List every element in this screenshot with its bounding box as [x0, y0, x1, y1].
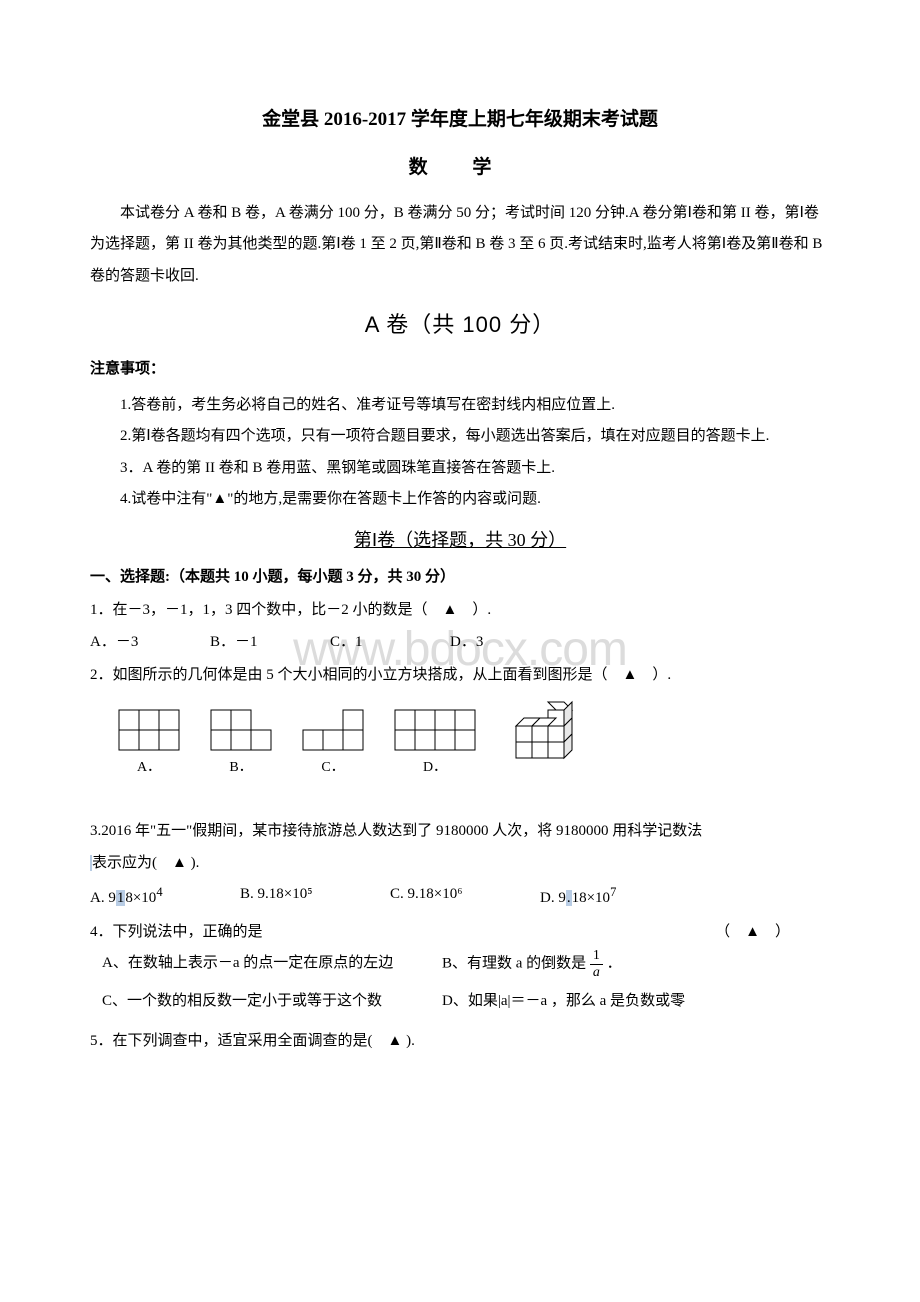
q2-fig-a: A． [118, 709, 180, 782]
question-5: 5．在下列调查中，适宜采用全面调查的是( ▲ ). [90, 1026, 830, 1058]
q4-opt-b: B、有理数 a 的倒数是 1a ． [442, 948, 622, 980]
grid-icon-a [118, 709, 180, 751]
q4b-pre: B、有理数 a 的倒数是 [442, 956, 590, 972]
q2-label-c: C． [321, 753, 344, 782]
note-2: 2.第Ⅰ卷各题均有四个选项，只有一项符合题目要求，每小题选出答案后，填在对应题目… [90, 421, 830, 453]
exam-title: 金堂县 2016-2017 学年度上期七年级期末考试题 [90, 100, 830, 140]
q1-opt-d: D．3 [450, 627, 570, 659]
notes-heading: 注意事项： [90, 354, 830, 386]
q4-text: 4．下列说法中，正确的是 [90, 924, 263, 940]
q3-opt-a: A. 918×104 [90, 879, 240, 915]
q4-opt-c: C、一个数的相反数一定小于或等于这个数 [102, 986, 442, 1018]
note-1: 1.答卷前，考生务必将自己的姓名、准考证号等填写在密封线内相应位置上. [90, 390, 830, 422]
q2-fig-c: C． [302, 709, 364, 782]
grid-icon-d [394, 709, 476, 751]
q2-fig-b: B． [210, 709, 272, 782]
section-a-heading: A 卷（共 100 分） [90, 302, 830, 348]
subject-title: 数 学 [90, 148, 830, 188]
q3-options: A. 918×104 B. 9.18×10⁵ C. 9.18×10⁶ D. 9.… [90, 879, 830, 915]
q2-label-d: D． [423, 753, 447, 782]
question-1: 1．在－3，－1，1，3 四个数中，比－2 小的数是（ ▲ ）. [90, 595, 830, 627]
q1-options: A．－3 B．－1 C．1 D．3 [90, 627, 830, 659]
q4-opt-d: D、如果|a|＝－a ，那么 a 是负数或零 [442, 986, 685, 1018]
grid-icon-b [210, 709, 272, 751]
q2-figures: A． B． C． [118, 700, 830, 783]
q3-opt-c: C. 9.18×10⁶ [390, 879, 540, 915]
q3-line2-text: 表示应为( ▲ ). [92, 855, 199, 871]
document-content: 金堂县 2016-2017 学年度上期七年级期末考试题 数 学 本试卷分 A 卷… [90, 100, 830, 1057]
q4-blank: （ ▲ ） [715, 917, 790, 949]
q1-opt-c: C．1 [330, 627, 450, 659]
q1-opt-a: A．－3 [90, 627, 210, 659]
section-heading: 一、选择题:（本题共 10 小题，每小题 3 分，共 30 分） [90, 562, 830, 594]
question-3-line2: 表示应为( ▲ ). [90, 848, 830, 880]
q4b-post: ． [607, 956, 622, 972]
q2-label-b: B． [229, 753, 252, 782]
cube-3d-icon [506, 700, 586, 783]
q4-row2: C、一个数的相反数一定小于或等于这个数 D、如果|a|＝－a ，那么 a 是负数… [102, 986, 830, 1018]
intro-paragraph: 本试卷分 A 卷和 B 卷，A 卷满分 100 分，B 卷满分 50 分；考试时… [90, 198, 830, 293]
question-3-line1: 3.2016 年"五一"假期间，某市接待旅游总人数达到了 9180000 人次，… [90, 816, 830, 848]
q4-row1: A、在数轴上表示－a 的点一定在原点的左边 B、有理数 a 的倒数是 1a ． [102, 948, 830, 980]
fraction-icon: 1a [590, 948, 603, 980]
q2-fig-d: D． [394, 709, 476, 782]
grid-icon-c [302, 709, 364, 751]
q1-opt-b: B．－1 [210, 627, 330, 659]
question-2: 2．如图所示的几何体是由 5 个大小相同的小立方块搭成，从上面看到图形是（ ▲ … [90, 660, 830, 692]
q4-opt-a: A、在数轴上表示－a 的点一定在原点的左边 [102, 948, 442, 980]
q3-opt-b: B. 9.18×10⁵ [240, 879, 390, 915]
q3-opt-d: D. 9.18×107 [540, 879, 690, 915]
part-title: 第Ⅰ卷（选择题，共 30 分） [90, 522, 830, 560]
question-4: 4．下列说法中，正确的是 （ ▲ ） [90, 917, 830, 949]
note-3: 3．A 卷的第 II 卷和 B 卷用蓝、黑钢笔或圆珠笔直接答在答题卡上. [90, 453, 830, 485]
note-4: 4.试卷中注有"▲"的地方,是需要你在答题卡上作答的内容或问题. [90, 484, 830, 516]
q2-label-a: A． [137, 753, 161, 782]
